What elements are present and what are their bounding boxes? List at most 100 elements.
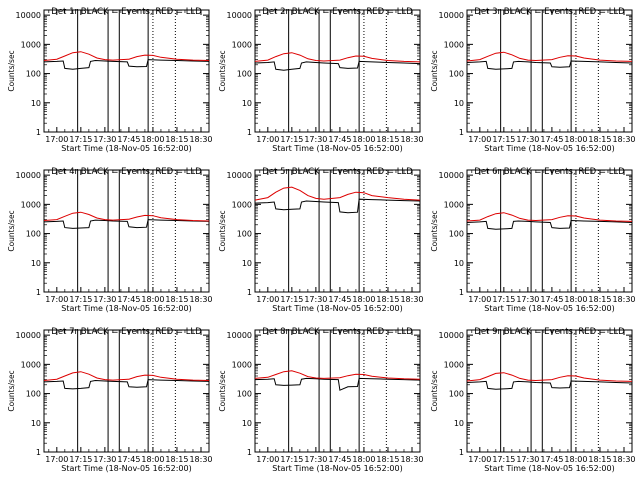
y-tick-label: 10: [454, 259, 464, 268]
y-axis-label: Counts/sec: [430, 210, 439, 251]
x-tick-label: 17:45: [117, 135, 140, 144]
x-tick-label: 18:15: [165, 455, 188, 464]
y-tick-label: 10: [242, 99, 252, 108]
x-tick-label: 18:00: [352, 135, 375, 144]
y-tick-label: 100: [237, 230, 252, 239]
series-lld-line: [43, 51, 210, 61]
series-lld-line: [43, 371, 210, 381]
detector-panel-8: Det 8r BLACK = Events, RED = LLD 1 10 100 10…: [218, 327, 424, 473]
x-tick-label: 18:15: [376, 455, 399, 464]
y-tick-label: 100: [449, 230, 464, 239]
y-tick-label: 10: [242, 259, 252, 268]
x-tick-label: 17:15: [280, 455, 303, 464]
x-tick-label: 17:15: [69, 295, 92, 304]
x-tick-label: 17:30: [304, 295, 327, 304]
y-tick-label: 100: [449, 390, 464, 399]
detector-panel-7: Det 7r BLACK = Events, RED = LLD 1 10 100 10…: [7, 327, 213, 473]
y-tick-label: 100: [26, 390, 41, 399]
series-lld-line: [466, 212, 633, 222]
plot-frame: [466, 329, 633, 453]
y-tick-label: 10000: [16, 11, 41, 20]
y-tick-label: 100: [26, 70, 41, 79]
panel-title: Det 3r BLACK = Events, RED = LLD: [474, 7, 625, 17]
y-tick-label: 1000: [21, 40, 41, 49]
y-tick-label: 1: [36, 288, 41, 297]
x-tick-label: 17:30: [516, 455, 539, 464]
series-events-line: [466, 380, 633, 390]
y-axis-label: Counts/sec: [430, 370, 439, 411]
y-tick-label: 10: [31, 99, 41, 108]
x-axis-label: Start Time (18-Nov-05 16:52:00): [61, 304, 191, 313]
y-tick-label: 10000: [439, 171, 464, 180]
x-tick-label: 17:30: [516, 295, 539, 304]
x-tick-label: 18:15: [376, 135, 399, 144]
x-tick-label: 18:15: [588, 295, 611, 304]
series-lld-line: [254, 370, 421, 380]
series-events-line: [43, 379, 210, 390]
x-tick-label: 17:45: [328, 135, 351, 144]
y-tick-label: 1: [247, 288, 252, 297]
y-axis-label: Counts/sec: [218, 210, 227, 251]
x-axis-label: Start Time (18-Nov-05 16:52:00): [272, 304, 402, 313]
plot-frame: [254, 329, 421, 453]
y-tick-label: 10: [31, 259, 41, 268]
y-tick-label: 10: [242, 419, 252, 428]
x-tick-label: 18:30: [400, 135, 423, 144]
plot-frame: [254, 9, 421, 133]
y-axis-label: Counts/sec: [430, 50, 439, 91]
detector-panel-3: Det 3r BLACK = Events, RED = LLD 1 10 100 10…: [430, 7, 636, 153]
plot-frame: [466, 169, 633, 293]
detector-panel-2: Det 2r BLACK = Events, RED = LLD 1 10 100 10…: [218, 7, 424, 153]
plot-frame: [43, 9, 210, 133]
x-tick-label: 18:15: [376, 295, 399, 304]
detector-panel-4: Det 4r BLACK = Events, RED = LLD 1 10 100 10…: [7, 167, 213, 313]
y-axis-label: Counts/sec: [7, 370, 16, 411]
y-tick-label: 10000: [227, 331, 252, 340]
x-tick-label: 18:30: [612, 295, 635, 304]
x-tick-label: 18:30: [400, 295, 423, 304]
series-events-line: [43, 59, 210, 70]
y-tick-label: 1000: [232, 360, 252, 369]
y-tick-label: 1: [36, 448, 41, 457]
y-tick-label: 10000: [227, 171, 252, 180]
x-tick-label: 17:45: [117, 455, 140, 464]
x-tick-label: 17:00: [468, 295, 491, 304]
y-tick-label: 100: [237, 70, 252, 79]
x-axis-label: Start Time (18-Nov-05 16:52:00): [61, 464, 191, 473]
y-axis-label: Counts/sec: [218, 370, 227, 411]
plot-frame: [466, 9, 633, 133]
y-tick-label: 1: [459, 128, 464, 137]
x-tick-label: 18:30: [189, 455, 212, 464]
y-axis-label: Counts/sec: [7, 210, 16, 251]
detector-panel-1: Det 1r BLACK = Events, RED = LLD 1 10 100 10…: [7, 7, 213, 153]
x-tick-label: 17:00: [256, 455, 279, 464]
detector-panel-6: Det 6r BLACK = Events, RED = LLD 1 10 100 10…: [430, 167, 636, 313]
series-events-line: [254, 377, 421, 391]
y-tick-label: 1000: [232, 200, 252, 209]
plot-frame: [43, 329, 210, 453]
x-tick-label: 18:00: [141, 295, 164, 304]
x-tick-label: 17:15: [280, 295, 303, 304]
y-tick-label: 1: [36, 128, 41, 137]
detector-panel-5: Det 5r BLACK = Events, RED = LLD 1 10 100 10…: [218, 167, 424, 313]
series-lld-line: [466, 51, 633, 62]
y-tick-label: 1: [459, 448, 464, 457]
y-tick-label: 1000: [444, 360, 464, 369]
x-tick-label: 17:45: [117, 295, 140, 304]
x-tick-label: 18:15: [165, 295, 188, 304]
x-tick-label: 17:15: [492, 455, 515, 464]
x-tick-label: 18:00: [352, 455, 375, 464]
y-tick-label: 1000: [444, 200, 464, 209]
x-tick-label: 18:30: [400, 455, 423, 464]
series-lld-line: [254, 52, 421, 63]
y-tick-label: 100: [237, 390, 252, 399]
x-tick-label: 17:45: [540, 135, 563, 144]
series-events-line: [254, 198, 421, 214]
plot-frame: [43, 169, 210, 293]
x-axis-label: Start Time (18-Nov-05 16:52:00): [484, 304, 614, 313]
x-tick-label: 18:00: [564, 295, 587, 304]
x-tick-label: 17:00: [256, 135, 279, 144]
x-tick-label: 17:30: [93, 135, 116, 144]
y-tick-label: 10: [454, 419, 464, 428]
x-tick-label: 17:30: [93, 295, 116, 304]
